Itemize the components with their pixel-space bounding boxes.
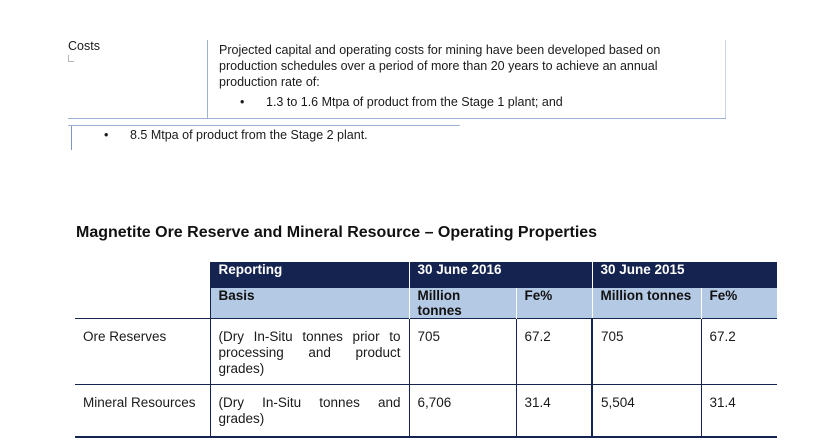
bullet-icon: • bbox=[104, 128, 109, 142]
fragment-left-border bbox=[71, 126, 72, 150]
costs-bullet-stage2: • 8.5 Mtpa of product from the Stage 2 pl… bbox=[104, 128, 368, 142]
table-header-row-1: Reporting 30 June 2016 30 June 2015 bbox=[75, 262, 777, 288]
bullet-text: 8.5 Mtpa of product from the Stage 2 pla… bbox=[130, 128, 368, 142]
row-fe-2015: 67.2 bbox=[700, 318, 777, 385]
bullet-text: 1.3 to 1.6 Mtpa of product from the Stag… bbox=[266, 95, 563, 109]
table-row: Mineral Resources (Dry In-Situ tonnes an… bbox=[75, 384, 777, 438]
row-mt-2015: 705 bbox=[591, 318, 701, 385]
header-blank-cell bbox=[75, 288, 210, 319]
row-fe-2015: 31.4 bbox=[700, 384, 777, 438]
header-mt-2016: Million tonnes bbox=[409, 288, 517, 319]
header-period-2015: 30 June 2015 bbox=[591, 262, 777, 288]
costs-paragraph: Projected capital and operating costs fo… bbox=[219, 43, 661, 89]
costs-bottom-border bbox=[68, 118, 726, 119]
paragraph-mark bbox=[68, 55, 74, 62]
row-mt-2016: 705 bbox=[408, 318, 516, 385]
row-fe-2016: 31.4 bbox=[515, 384, 592, 438]
fragment-top-border bbox=[68, 125, 460, 126]
table-header-row-2: Basis Million tonnes Fe% Million tonnes … bbox=[75, 288, 777, 319]
costs-label: Costs bbox=[68, 39, 100, 53]
row-mt-2016: 6,706 bbox=[408, 384, 516, 438]
operating-properties-table: Reporting 30 June 2016 30 June 2015 Basi… bbox=[75, 262, 777, 438]
row-basis: (Dry In-Situ tonnes prior to processing … bbox=[209, 318, 409, 385]
row-fe-2016: 67.2 bbox=[515, 318, 592, 385]
basis-text: (Dry In-Situ tonnes prior to processing … bbox=[218, 329, 401, 376]
header-period-2016: 30 June 2016 bbox=[408, 262, 592, 288]
costs-column-divider bbox=[207, 40, 208, 118]
header-mt-2015: Million tonnes bbox=[592, 288, 702, 319]
header-blank-cell bbox=[75, 262, 210, 288]
header-fe-2016: Fe% bbox=[516, 288, 593, 319]
section-title: Magnetite Ore Reserve and Mineral Resour… bbox=[76, 224, 598, 241]
header-reporting: Reporting bbox=[209, 262, 409, 288]
costs-right-border bbox=[725, 40, 726, 119]
costs-bullet-stage1: • 1.3 to 1.6 Mtpa of product from the Sta… bbox=[240, 95, 563, 109]
bullet-icon: • bbox=[240, 95, 245, 109]
row-basis: (Dry In-Situ tonnes and grades) bbox=[209, 384, 409, 438]
table-row: Ore Reserves (Dry In-Situ tonnes prior t… bbox=[75, 318, 777, 385]
header-fe-2015: Fe% bbox=[701, 288, 777, 319]
header-basis: Basis bbox=[209, 288, 410, 319]
row-mt-2015: 5,504 bbox=[591, 384, 701, 438]
row-label: Ore Reserves bbox=[75, 318, 210, 385]
row-label: Mineral Resources bbox=[75, 384, 210, 438]
basis-text: (Dry In-Situ tonnes and grades) bbox=[218, 395, 401, 426]
